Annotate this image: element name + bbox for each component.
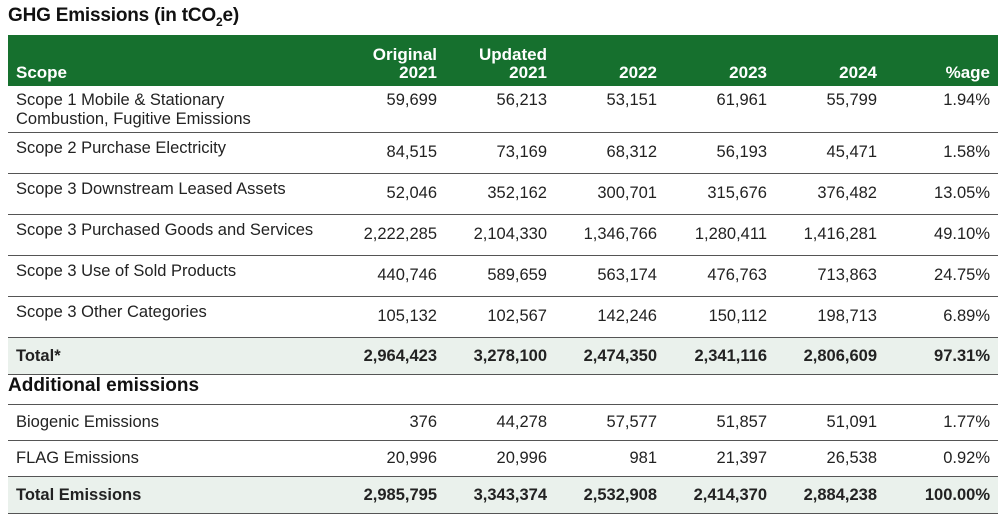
grand-total-value: 2,414,370 (665, 476, 775, 514)
row-label: Scope 1 Mobile & Stationary Combustion, F… (8, 86, 353, 133)
cell-value: 73,169 (445, 132, 555, 174)
cell-value: 24.75% (885, 255, 998, 297)
total-value: 2,341,116 (665, 337, 775, 375)
grand-total-label: Total Emissions (8, 476, 353, 514)
additional-emissions-table: Biogenic Emissions 376 44,278 57,577 51,… (8, 404, 998, 514)
total-row: Total* 2,964,423 3,278,100 2,474,350 2,3… (8, 337, 998, 375)
cell-value: 44,278 (445, 404, 555, 441)
total-value: 2,964,423 (353, 337, 445, 375)
cell-value: 13.05% (885, 173, 998, 215)
cell-value: 563,174 (555, 255, 665, 297)
header-percentage: %age (885, 35, 998, 86)
additional-emissions-title: Additional emissions (8, 375, 200, 396)
header-2024: 2024 (775, 35, 885, 86)
cell-value: 105,132 (353, 296, 445, 338)
cell-value: 142,246 (555, 296, 665, 338)
cell-value: 981 (555, 440, 665, 477)
header-original-2021: Original 2021 (353, 35, 445, 86)
cell-value: 61,961 (665, 86, 775, 133)
total-label: Total* (8, 337, 353, 375)
grand-total-value: 3,343,374 (445, 476, 555, 514)
cell-value: 440,746 (353, 255, 445, 297)
cell-value: 52,046 (353, 173, 445, 215)
cell-value: 352,162 (445, 173, 555, 215)
cell-value: 49.10% (885, 214, 998, 256)
cell-value: 102,567 (445, 296, 555, 338)
cell-value: 1.58% (885, 132, 998, 174)
total-value: 2,806,609 (775, 337, 885, 375)
cell-value: 0.92% (885, 440, 998, 477)
cell-value: 84,515 (353, 132, 445, 174)
row-label: Scope 3 Downstream Leased Assets (8, 173, 353, 215)
cell-value: 2,104,330 (445, 214, 555, 256)
cell-value: 20,996 (353, 440, 445, 477)
cell-value: 376,482 (775, 173, 885, 215)
row-label: Scope 2 Purchase Electricity (8, 132, 353, 174)
cell-value: 55,799 (775, 86, 885, 133)
row-label: Scope 3 Use of Sold Products (8, 255, 353, 297)
cell-value: 56,213 (445, 86, 555, 133)
cell-value: 6.89% (885, 296, 998, 338)
row-label: Scope 3 Other Categories (8, 296, 353, 338)
cell-value: 20,996 (445, 440, 555, 477)
cell-value: 53,151 (555, 86, 665, 133)
cell-value: 2,222,285 (353, 214, 445, 256)
cell-value: 198,713 (775, 296, 885, 338)
table-row: Scope 1 Mobile & Stationary Combustion, F… (8, 86, 998, 133)
cell-value: 56,193 (665, 132, 775, 174)
row-label: FLAG Emissions (8, 440, 353, 477)
grand-total-row: Total Emissions 2,985,795 3,343,374 2,53… (8, 476, 998, 514)
cell-value: 51,091 (775, 404, 885, 441)
cell-value: 589,659 (445, 255, 555, 297)
grand-total-value: 2,532,908 (555, 476, 665, 514)
cell-value: 1.77% (885, 404, 998, 441)
cell-value: 57,577 (555, 404, 665, 441)
table-row: Scope 3 Use of Sold Products 440,746 589… (8, 255, 998, 297)
table-row: Biogenic Emissions 376 44,278 57,577 51,… (8, 404, 998, 441)
row-label: Biogenic Emissions (8, 404, 353, 441)
ghg-emissions-table: Scope Original 2021 Updated 2021 2022 2023… (8, 35, 998, 375)
header-2023: 2023 (665, 35, 775, 86)
header-2022: 2022 (555, 35, 665, 86)
table-row: Scope 3 Other Categories 105,132 102,567… (8, 296, 998, 338)
cell-value: 51,857 (665, 404, 775, 441)
total-value: 97.31% (885, 337, 998, 375)
table-row: FLAG Emissions 20,996 20,996 981 21,397 … (8, 440, 998, 477)
cell-value: 1,346,766 (555, 214, 665, 256)
cell-value: 1,416,281 (775, 214, 885, 256)
header-scope: Scope (8, 35, 353, 86)
table-title: GHG Emissions (in tCO2e) (8, 5, 239, 29)
grand-total-value: 100.00% (885, 476, 998, 514)
total-value: 2,474,350 (555, 337, 665, 375)
cell-value: 376 (353, 404, 445, 441)
table-header-row: Scope Original 2021 Updated 2021 2022 2023… (8, 35, 998, 86)
cell-value: 26,538 (775, 440, 885, 477)
cell-value: 476,763 (665, 255, 775, 297)
row-label: Scope 3 Purchased Goods and Services (8, 214, 353, 256)
cell-value: 45,471 (775, 132, 885, 174)
table-row: Scope 3 Downstream Leased Assets 52,046 … (8, 173, 998, 215)
cell-value: 68,312 (555, 132, 665, 174)
total-value: 3,278,100 (445, 337, 555, 375)
cell-value: 59,699 (353, 86, 445, 133)
grand-total-value: 2,985,795 (353, 476, 445, 514)
cell-value: 1,280,411 (665, 214, 775, 256)
cell-value: 1.94% (885, 86, 998, 133)
table-row: Scope 3 Purchased Goods and Services 2,2… (8, 214, 998, 256)
cell-value: 21,397 (665, 440, 775, 477)
grand-total-value: 2,884,238 (775, 476, 885, 514)
cell-value: 300,701 (555, 173, 665, 215)
cell-value: 315,676 (665, 173, 775, 215)
cell-value: 713,863 (775, 255, 885, 297)
header-updated-2021: Updated 2021 (445, 35, 555, 86)
table-row: Scope 2 Purchase Electricity 84,515 73,1… (8, 132, 998, 174)
cell-value: 150,112 (665, 296, 775, 338)
